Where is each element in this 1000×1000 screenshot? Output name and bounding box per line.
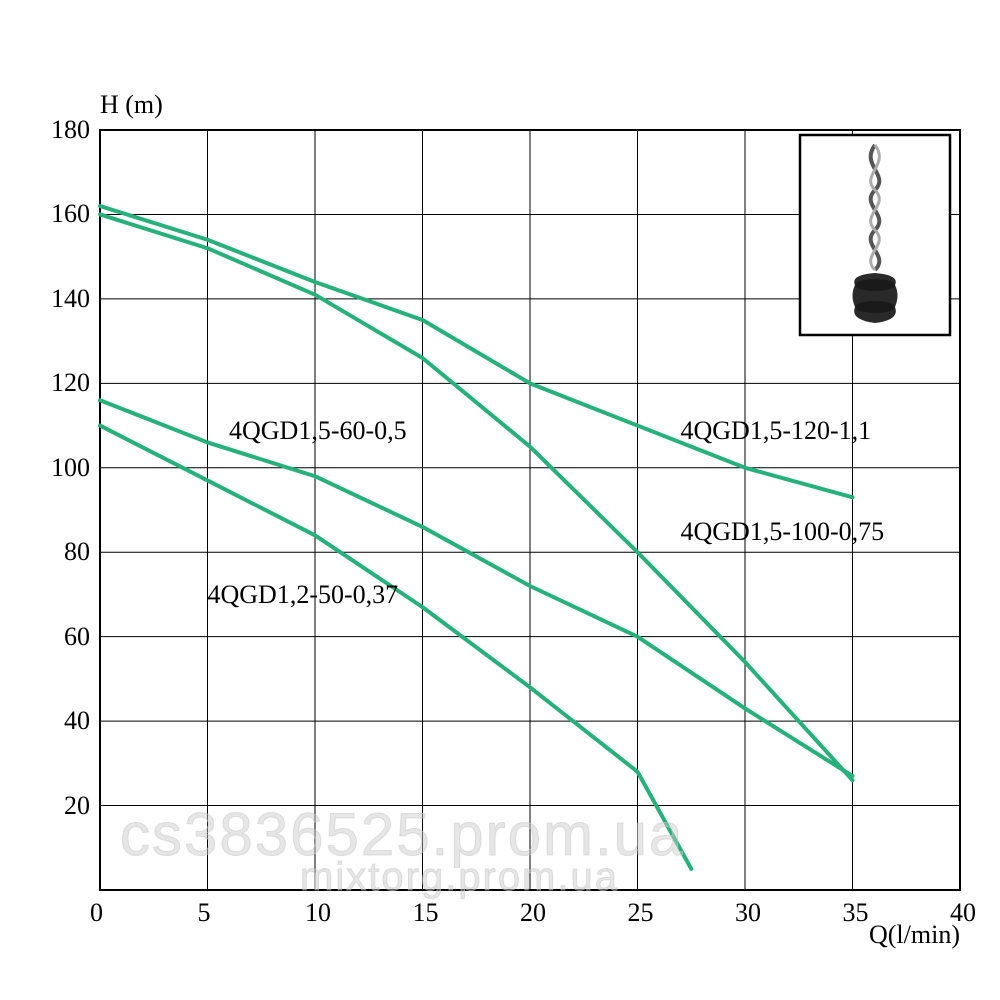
series-label: 4QGD1,5-60-0,5 <box>229 416 407 446</box>
x-tick: 35 <box>843 898 869 928</box>
y-tick: 180 <box>51 115 90 145</box>
inset-product-image <box>800 135 950 335</box>
y-tick: 100 <box>51 453 90 483</box>
x-tick: 40 <box>950 898 976 928</box>
series-4QGD1,2-50-0,37 <box>100 426 691 869</box>
x-tick: 25 <box>628 898 654 928</box>
y-tick: 40 <box>64 706 90 736</box>
series-label: 4QGD1,5-100-0,75 <box>681 517 885 547</box>
chart-container: H (m) Q(l/min) 0510152025303540 20406080… <box>0 0 1000 1000</box>
y-tick: 80 <box>64 537 90 567</box>
x-tick: 10 <box>305 898 331 928</box>
y-tick: 160 <box>51 199 90 229</box>
y-tick: 120 <box>51 368 90 398</box>
x-tick: 5 <box>198 898 211 928</box>
x-tick: 20 <box>520 898 546 928</box>
x-tick: 30 <box>735 898 761 928</box>
y-tick: 60 <box>64 622 90 652</box>
x-tick: 0 <box>90 898 103 928</box>
series-label: 4QGD1,2-50-0,37 <box>208 580 399 610</box>
x-tick: 15 <box>413 898 439 928</box>
y-tick: 20 <box>64 791 90 821</box>
y-tick: 140 <box>51 284 90 314</box>
series-label: 4QGD1,5-120-1,1 <box>681 416 872 446</box>
